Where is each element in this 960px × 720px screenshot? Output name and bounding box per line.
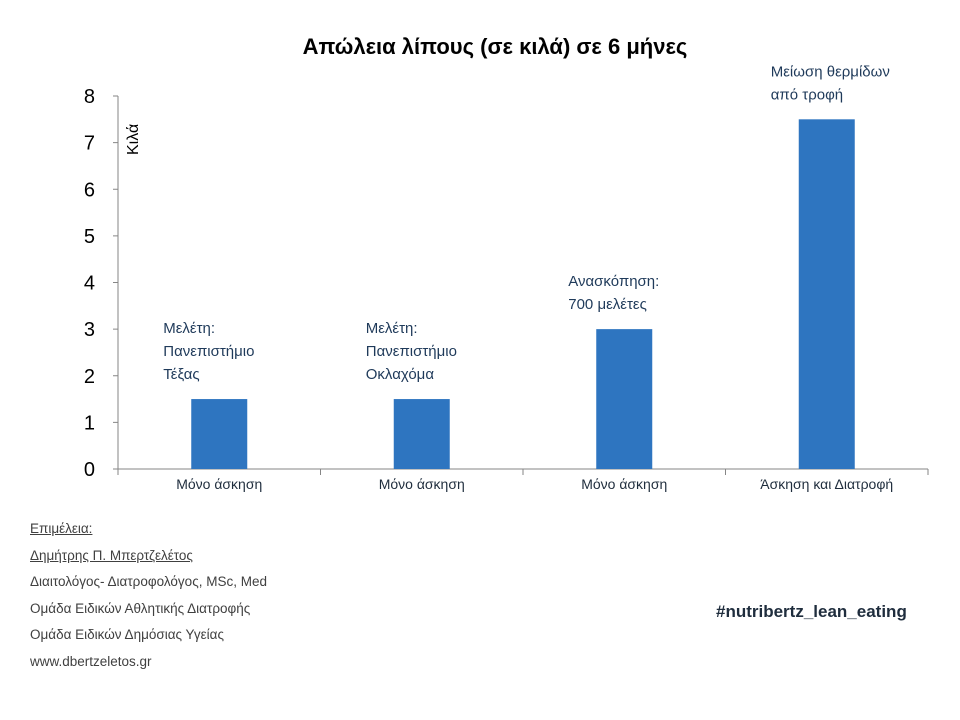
bar (393, 399, 450, 469)
y-tick-label: 0 (84, 459, 95, 481)
y-tick-label: 2 (84, 366, 95, 388)
bar (191, 399, 248, 469)
bar-annotation: Μείωση θερμίδων (771, 63, 890, 80)
bar-annotation: Ανασκόπηση: (568, 273, 659, 290)
bar-annotation: Μελέτη: (366, 320, 418, 337)
credits-block: Επιμέλεια: Δημήτρης Π. Μπερτζελέτος Διαι… (30, 516, 267, 675)
author-group-public-health: Ομάδα Ειδικών Δημόσιας Υγείας (30, 627, 224, 642)
author-website: www.dbertzeletos.gr (30, 653, 152, 669)
y-tick-label: 1 (84, 412, 95, 434)
chart-title: Απώλεια λίπους (σε κιλά) σε 6 μήνες (302, 34, 688, 59)
credits-heading: Επιμέλεια: (30, 521, 93, 536)
y-axis-label: Κιλά (125, 124, 142, 155)
y-tick-label: 6 (84, 179, 95, 201)
y-tick-label: 8 (84, 86, 95, 108)
bar (798, 119, 855, 469)
bar-annotation: Πανεπιστήμιο (163, 343, 254, 360)
bar-annotation: Τέξας (163, 366, 199, 383)
y-tick-label: 7 (84, 133, 95, 155)
bar-annotation: από τροφή (771, 86, 843, 103)
y-tick-label: 3 (84, 319, 95, 341)
bar-annotation: Οκλαχόμα (366, 366, 435, 383)
y-tick-label: 5 (84, 226, 95, 248)
author-group-sports: Ομάδα Ειδικών Αθλητικής Διατροφής (30, 600, 251, 616)
x-category-label: Μόνο άσκηση (379, 476, 465, 492)
author-title: Διαιτολόγος- Διατροφολόγος, MSc, Med (30, 574, 267, 589)
hashtag: #nutribertz_lean_eating (716, 602, 907, 621)
x-category-label: Άσκηση και Διατροφή (760, 476, 893, 492)
bar-annotation: Μελέτη: (163, 320, 215, 337)
x-category-label: Μόνο άσκηση (581, 476, 667, 492)
x-category-label: Μόνο άσκηση (176, 476, 262, 492)
bar (596, 329, 653, 469)
author-name: Δημήτρης Π. Μπερτζελέτος (30, 547, 193, 563)
bar-annotation: Πανεπιστήμιο (366, 343, 457, 360)
bar-annotation: 700 μελέτες (568, 296, 647, 313)
y-tick-label: 4 (84, 273, 95, 295)
